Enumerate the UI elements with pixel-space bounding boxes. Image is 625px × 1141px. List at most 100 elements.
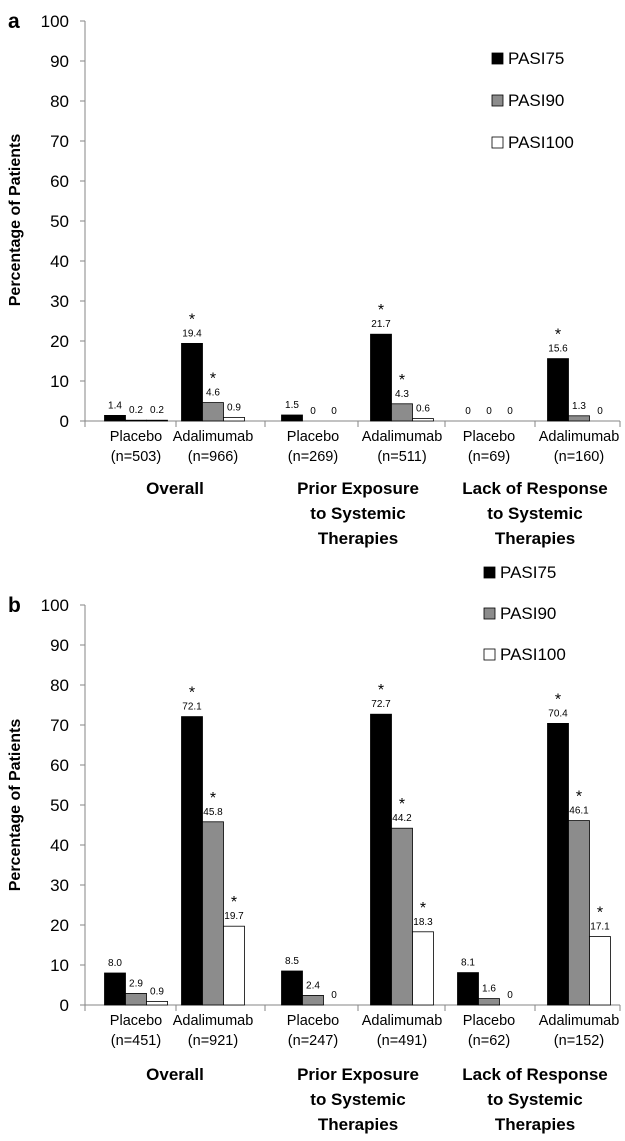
y-tick-label: 80 [50,676,69,695]
y-tick-label: 20 [50,916,69,935]
category-label: Placebo [110,429,162,445]
data-label: 0 [507,406,513,417]
y-tick-label: 60 [50,756,69,775]
data-label: 46.1 [569,806,589,817]
legend-swatch-pasi100 [491,136,504,149]
category-label: Placebo [287,429,339,445]
panel-a: a 0 10 20 30 40 50 60 70 80 90 100 Percentage of Pat… [7,10,621,548]
bar-pasi100 [589,936,611,1006]
bar-pasi75 [370,713,392,1006]
legend-swatch-pasi75 [483,566,496,579]
panel-letter: b [8,594,21,617]
bar-pasi90 [391,827,413,1006]
bar-pasi75 [181,716,203,1006]
data-label: 18.3 [413,917,433,928]
y-tick-label: 40 [50,836,69,855]
category-label: Placebo [463,1013,515,1029]
significance-star: * [210,371,216,388]
data-label: 0.9 [227,402,241,413]
bar-pasi90 [391,403,413,422]
data-label: 19.4 [182,328,202,339]
y-tick-label: 50 [50,796,69,815]
group-label: Therapies [495,1115,575,1134]
bar-pasi75 [370,333,392,422]
bar-pasi75 [547,358,569,422]
panel-b: b 0 10 20 30 40 50 60 70 80 90 100 Percentage of Pat… [7,563,621,1134]
legend-label-pasi75: PASI75 [508,49,564,68]
category-n-label: (n=247) [288,1033,338,1049]
bar-pasi90 [202,402,224,422]
bar-pasi90 [568,820,590,1006]
data-label: 0 [486,406,492,417]
data-label: 0.9 [150,986,164,997]
category-n-label: (n=152) [554,1033,604,1049]
y-axis-label: Percentage of Patients [7,134,24,307]
y-tick-label: 10 [50,372,69,391]
y-tick-label: 90 [50,636,69,655]
group-label: Overall [146,1065,204,1084]
significance-star: * [210,790,216,807]
category-n-label: (n=269) [288,449,338,465]
category-label: Adalimumab [362,1013,443,1029]
data-label: 45.8 [203,807,223,818]
legend-label-pasi90: PASI90 [508,91,564,110]
category-label: Adalimumab [539,429,620,445]
data-label: 1.6 [482,984,496,995]
category-n-label: (n=160) [554,449,604,465]
bar-pasi90 [478,998,500,1006]
group-label: Prior Exposure [297,479,419,498]
y-tick-label: 50 [50,212,69,231]
group-label: Therapies [318,529,398,548]
data-label: 1.3 [572,401,586,412]
data-label: 0.2 [150,405,164,416]
y-tick-label: 90 [50,52,69,71]
y-tick-label: 100 [41,596,69,615]
bar-pasi90 [125,993,147,1006]
group-label: to Systemic [310,504,405,523]
legend-swatch-pasi100 [483,648,496,661]
group-label: to Systemic [310,1090,405,1109]
data-label: 8.5 [285,956,299,967]
y-tick-label: 10 [50,956,69,975]
bar-pasi100 [223,416,245,422]
legend-label-pasi90: PASI90 [500,604,556,623]
bar-pasi100 [146,419,168,422]
data-label: 0 [331,406,337,417]
y-tick-label: 30 [50,292,69,311]
significance-star: * [378,682,384,699]
data-label: 0 [465,406,471,417]
legend-swatch-pasi90 [483,607,496,620]
bar-pasi75 [181,342,203,422]
category-n-label: (n=491) [377,1033,427,1049]
y-tick-label: 0 [60,412,69,431]
significance-star: * [597,905,603,922]
significance-star: * [399,372,405,389]
legend-label-pasi100: PASI100 [500,645,566,664]
y-tick-label: 40 [50,252,69,271]
legend-swatch-pasi75 [491,52,504,65]
category-n-label: (n=503) [111,449,161,465]
significance-star: * [231,894,237,911]
data-label: 21.7 [371,319,391,330]
data-label: 2.9 [129,978,143,989]
category-n-label: (n=921) [188,1033,238,1049]
y-tick-label: 80 [50,92,69,111]
group-label: to Systemic [487,504,582,523]
category-label: Adalimumab [539,1013,620,1029]
bar-pasi100 [223,925,245,1006]
group-label: Lack of Response [462,479,608,498]
group-label: Lack of Response [462,1065,608,1084]
category-label: Placebo [287,1013,339,1029]
data-label: 4.3 [395,389,409,400]
bar-pasi90 [568,415,590,422]
significance-star: * [555,691,561,708]
category-n-label: (n=62) [468,1033,510,1049]
data-label: 19.7 [224,911,244,922]
data-label: 0 [597,406,603,417]
data-label: 0.6 [416,404,430,415]
group-label: Therapies [495,529,575,548]
significance-star: * [189,685,195,702]
y-tick-label: 70 [50,716,69,735]
category-n-label: (n=69) [468,449,510,465]
